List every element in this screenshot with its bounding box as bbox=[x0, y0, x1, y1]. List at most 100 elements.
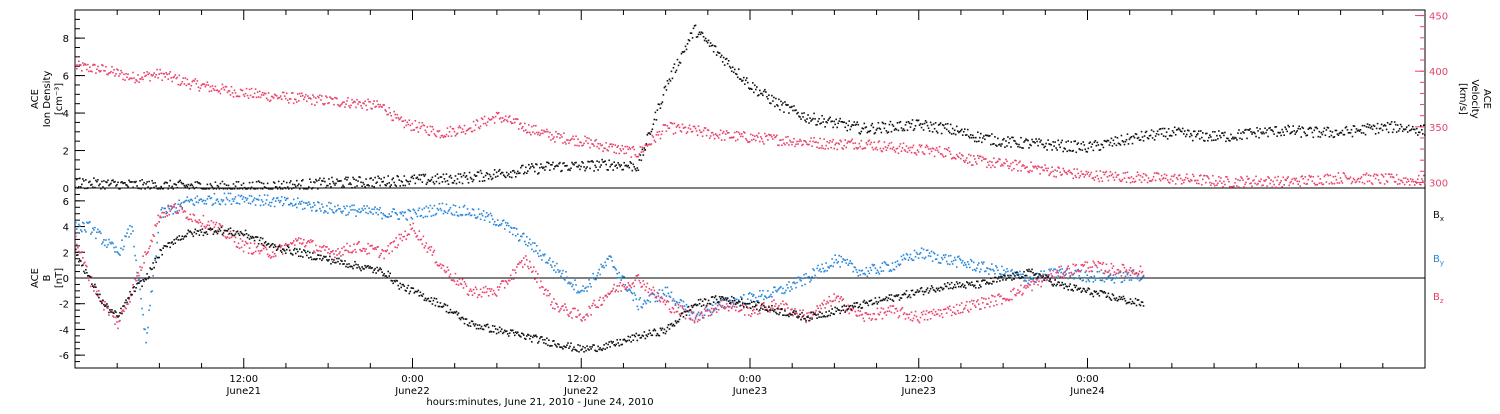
by-point bbox=[667, 287, 669, 289]
bz-point bbox=[556, 303, 558, 305]
velocity-point bbox=[816, 146, 818, 148]
bz-point bbox=[974, 305, 976, 307]
by-point bbox=[689, 314, 691, 316]
bz-point bbox=[249, 247, 251, 249]
bz-point bbox=[970, 309, 972, 311]
velocity-point bbox=[475, 124, 477, 126]
velocity-point bbox=[944, 148, 946, 150]
density-point bbox=[447, 180, 449, 182]
by-point bbox=[869, 273, 871, 275]
density-point bbox=[981, 142, 983, 144]
velocity-point bbox=[908, 147, 910, 149]
density-point bbox=[761, 93, 763, 95]
by-point bbox=[1137, 278, 1139, 280]
bz-point bbox=[962, 311, 964, 313]
by-point bbox=[819, 268, 821, 270]
velocity-point bbox=[1320, 178, 1322, 180]
bz-point bbox=[483, 287, 485, 289]
density-point bbox=[677, 59, 679, 61]
bz-point bbox=[320, 250, 322, 252]
by-point bbox=[743, 294, 745, 296]
by-point bbox=[121, 239, 123, 241]
velocity-point bbox=[246, 88, 248, 90]
density-point bbox=[936, 130, 938, 132]
velocity-point bbox=[1332, 183, 1334, 185]
bz-point bbox=[1030, 281, 1032, 283]
velocity-point bbox=[434, 133, 436, 135]
density-point bbox=[832, 127, 834, 129]
by-point bbox=[969, 267, 971, 269]
density-point bbox=[773, 97, 775, 99]
bz-point bbox=[125, 308, 127, 310]
bz-point bbox=[496, 295, 498, 297]
bz-point bbox=[1025, 287, 1027, 289]
by-point bbox=[494, 221, 496, 223]
density-point bbox=[451, 177, 453, 179]
density-point bbox=[709, 45, 711, 47]
bz-point bbox=[523, 257, 525, 259]
bz-point bbox=[942, 317, 944, 319]
bz-point bbox=[695, 317, 697, 319]
density-point bbox=[312, 187, 314, 189]
velocity-point bbox=[393, 111, 395, 113]
by-point bbox=[279, 202, 281, 204]
velocity-point bbox=[973, 155, 975, 157]
velocity-point bbox=[1126, 181, 1128, 183]
bz-point bbox=[1071, 273, 1073, 275]
density-point bbox=[1008, 142, 1010, 144]
density-point bbox=[1310, 128, 1312, 130]
velocity-point bbox=[997, 160, 999, 162]
velocity-point bbox=[1223, 181, 1225, 183]
velocity-point bbox=[563, 132, 565, 134]
velocity-point bbox=[1266, 185, 1268, 187]
by-point bbox=[789, 290, 791, 292]
velocity-point bbox=[381, 106, 383, 108]
bz-point bbox=[1084, 261, 1086, 263]
by-point bbox=[253, 199, 255, 201]
velocity-point bbox=[1184, 179, 1186, 181]
bz-point bbox=[599, 297, 601, 299]
density-point bbox=[498, 170, 500, 172]
bz-point bbox=[996, 304, 998, 306]
density-point bbox=[228, 185, 230, 187]
velocity-point bbox=[924, 153, 926, 155]
velocity-point bbox=[186, 79, 188, 81]
by-point bbox=[859, 274, 861, 276]
velocity-point bbox=[76, 68, 78, 70]
velocity-point bbox=[376, 100, 378, 102]
bz-point bbox=[153, 235, 155, 237]
by-point bbox=[973, 262, 975, 264]
velocity-point bbox=[1119, 179, 1121, 181]
velocity-point bbox=[798, 141, 800, 143]
by-point bbox=[1097, 271, 1099, 273]
density-point bbox=[755, 89, 757, 91]
density-point bbox=[283, 181, 285, 183]
by-point bbox=[443, 213, 445, 215]
by-point bbox=[670, 296, 672, 298]
velocity-point bbox=[504, 119, 506, 121]
bz-point bbox=[1121, 275, 1123, 277]
density-point bbox=[928, 127, 930, 129]
bz-point bbox=[200, 221, 202, 223]
density-point bbox=[740, 78, 742, 80]
by-point bbox=[78, 224, 80, 226]
density-point bbox=[200, 183, 202, 185]
velocity-point bbox=[493, 117, 495, 119]
velocity-point bbox=[91, 71, 93, 73]
bz-point bbox=[139, 266, 141, 268]
density-point bbox=[1236, 139, 1238, 141]
by-point bbox=[790, 286, 792, 288]
velocity-point bbox=[897, 148, 899, 150]
velocity-point bbox=[265, 93, 267, 95]
by-point bbox=[632, 299, 634, 301]
velocity-point bbox=[916, 154, 918, 156]
density-point bbox=[87, 187, 89, 189]
density-point bbox=[336, 178, 338, 180]
bz-point bbox=[349, 245, 351, 247]
velocity-point bbox=[643, 151, 645, 153]
bz-point bbox=[720, 305, 722, 307]
bz-point bbox=[168, 214, 170, 216]
density-point bbox=[431, 179, 433, 181]
density-point bbox=[1354, 125, 1356, 127]
